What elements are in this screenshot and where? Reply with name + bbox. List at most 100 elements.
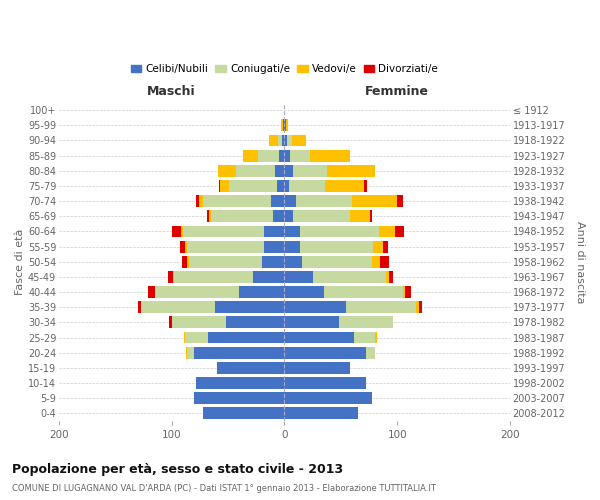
Bar — [172, 226, 181, 237]
Bar — [350, 210, 370, 222]
Bar — [302, 256, 373, 268]
Bar — [286, 120, 288, 131]
Bar — [373, 256, 380, 268]
Bar — [284, 271, 313, 283]
Bar — [284, 195, 296, 207]
Bar — [253, 271, 284, 283]
Bar — [262, 256, 284, 268]
Bar — [284, 302, 346, 313]
Bar — [179, 240, 185, 252]
Bar — [416, 302, 419, 313]
Bar — [196, 377, 284, 389]
Bar — [284, 120, 286, 131]
Bar — [279, 150, 284, 162]
Bar — [389, 271, 392, 283]
Bar — [284, 210, 293, 222]
Bar — [199, 195, 203, 207]
Bar — [284, 408, 358, 420]
Y-axis label: Fasce di età: Fasce di età — [15, 228, 25, 295]
Bar — [355, 332, 374, 344]
Bar — [203, 195, 271, 207]
Bar — [365, 347, 374, 358]
Bar — [293, 165, 327, 176]
Bar — [219, 180, 220, 192]
Bar — [346, 302, 416, 313]
Bar — [284, 150, 290, 162]
Bar — [196, 195, 199, 207]
Bar — [220, 180, 229, 192]
Text: Popolazione per età, sesso e stato civile - 2013: Popolazione per età, sesso e stato civil… — [12, 462, 343, 475]
Bar — [283, 120, 284, 131]
Bar — [386, 271, 389, 283]
Bar — [271, 195, 284, 207]
Bar — [194, 347, 284, 358]
Bar — [419, 302, 422, 313]
Bar — [209, 210, 211, 222]
Bar — [352, 195, 397, 207]
Bar — [203, 408, 284, 420]
Text: Femmine: Femmine — [365, 85, 429, 98]
Bar — [236, 165, 275, 176]
Bar — [188, 256, 262, 268]
Bar — [181, 226, 183, 237]
Bar — [296, 195, 352, 207]
Bar — [284, 240, 300, 252]
Bar — [211, 210, 273, 222]
Bar — [284, 226, 300, 237]
Bar — [185, 240, 187, 252]
Bar — [148, 286, 155, 298]
Bar — [284, 392, 373, 404]
Bar — [310, 150, 350, 162]
Bar — [284, 347, 365, 358]
Bar — [169, 316, 172, 328]
Bar — [290, 150, 310, 162]
Y-axis label: Anni di nascita: Anni di nascita — [575, 220, 585, 303]
Text: COMUNE DI LUGAGNANO VAL D'ARDA (PC) - Dati ISTAT 1° gennaio 2013 - Elaborazione : COMUNE DI LUGAGNANO VAL D'ARDA (PC) - Da… — [12, 484, 436, 493]
Bar — [292, 134, 306, 146]
Bar — [182, 256, 187, 268]
Bar — [275, 165, 284, 176]
Bar — [229, 180, 277, 192]
Legend: Celibi/Nubili, Coniugati/e, Vedovi/e, Divorziati/e: Celibi/Nubili, Coniugati/e, Vedovi/e, Di… — [127, 60, 442, 78]
Bar — [184, 332, 185, 344]
Bar — [172, 316, 226, 328]
Bar — [338, 316, 392, 328]
Bar — [215, 302, 284, 313]
Bar — [269, 134, 278, 146]
Bar — [243, 150, 259, 162]
Bar — [264, 240, 284, 252]
Bar — [383, 240, 388, 252]
Bar — [300, 240, 373, 252]
Bar — [370, 210, 373, 222]
Bar — [325, 180, 364, 192]
Bar — [185, 332, 208, 344]
Bar — [284, 134, 287, 146]
Bar — [293, 210, 350, 222]
Bar — [284, 362, 350, 374]
Bar — [284, 180, 289, 192]
Bar — [206, 210, 209, 222]
Bar — [217, 362, 284, 374]
Bar — [289, 180, 325, 192]
Bar — [138, 302, 141, 313]
Bar — [277, 180, 284, 192]
Bar — [187, 347, 194, 358]
Bar — [168, 271, 173, 283]
Bar — [403, 286, 405, 298]
Bar — [264, 226, 284, 237]
Bar — [284, 286, 324, 298]
Bar — [208, 332, 284, 344]
Bar — [187, 256, 188, 268]
Bar — [194, 392, 284, 404]
Bar — [218, 165, 236, 176]
Bar — [374, 332, 377, 344]
Bar — [364, 180, 367, 192]
Bar — [287, 134, 292, 146]
Bar — [379, 226, 395, 237]
Bar — [226, 316, 284, 328]
Bar — [284, 377, 365, 389]
Bar — [373, 240, 383, 252]
Bar — [278, 134, 282, 146]
Bar — [281, 120, 283, 131]
Bar — [282, 134, 284, 146]
